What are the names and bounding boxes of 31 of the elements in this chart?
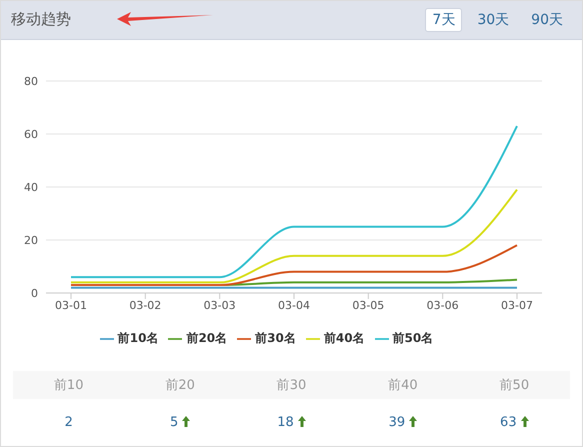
text: 30天 <box>476 11 510 30</box>
text: 90天 <box>530 11 564 30</box>
x-tick-label: 03-02 <box>129 298 162 312</box>
legend-label: 前30名 <box>255 331 296 345</box>
x-tick-label: 03-06 <box>426 298 459 312</box>
y-tick-label: 80 <box>24 74 38 88</box>
text: 前10 <box>52 377 84 394</box>
y-tick-label: 40 <box>24 180 38 194</box>
text: 63 <box>499 414 518 430</box>
x-tick-label: 03-07 <box>501 298 533 312</box>
text: 7天 <box>425 8 462 32</box>
legend-label: 前10名 <box>118 331 158 345</box>
legend-label: 前50名 <box>392 331 434 345</box>
text: 5 <box>168 414 180 430</box>
y-tick-label: 20 <box>24 234 38 247</box>
x-tick-label: 03-01 <box>55 298 87 312</box>
text: 前50 <box>498 377 530 394</box>
text: 39 <box>388 414 406 430</box>
y-tick-label: 60 <box>24 128 38 141</box>
text: 前40 <box>387 377 419 394</box>
text: 前30 <box>276 377 308 394</box>
y-tick-label: 0 <box>31 286 38 300</box>
legend-label: 前40名 <box>324 331 365 345</box>
text: 2 <box>64 414 74 430</box>
x-tick-label: 03-04 <box>278 298 310 312</box>
legend-label: 前20名 <box>186 331 228 345</box>
x-tick-label: 03-03 <box>204 298 236 312</box>
chart-title: 移动趋势 <box>11 10 71 29</box>
text: 前20 <box>164 377 196 394</box>
text: 18 <box>276 414 295 430</box>
x-tick-label: 03-05 <box>352 298 384 312</box>
